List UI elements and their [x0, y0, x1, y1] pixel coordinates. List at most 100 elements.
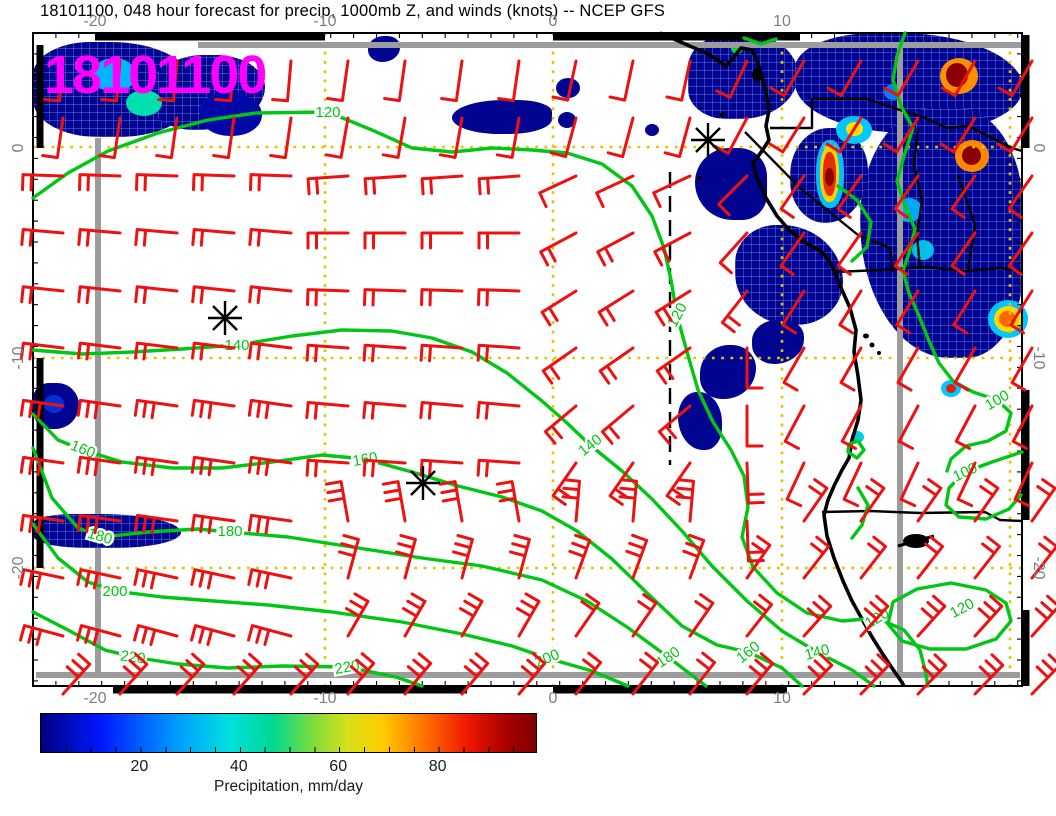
height-contour [836, 184, 873, 263]
wind-barb [781, 289, 806, 335]
wind-barb [305, 343, 350, 363]
contour-label: 200 [102, 583, 127, 600]
wind-barb [896, 346, 920, 392]
wind-barb [440, 59, 464, 103]
precip-blob [752, 320, 804, 364]
wind-barb [19, 398, 65, 420]
wind-barb [956, 461, 977, 508]
precip-blob [955, 140, 989, 172]
colorbar-tick-number: 40 [229, 758, 248, 775]
country-border [821, 509, 1023, 523]
wind-barb [720, 289, 749, 334]
wind-barb [175, 652, 206, 696]
colorbar-tick-number: 20 [130, 758, 149, 775]
island [719, 112, 725, 118]
station-marker [406, 466, 440, 500]
wind-barb [477, 288, 521, 307]
precip-blob [688, 34, 798, 119]
wind-barb [600, 404, 635, 445]
x-axis-label-top: 10 [773, 13, 791, 30]
wind-barb [305, 458, 350, 478]
wind-barb [134, 285, 179, 305]
precip-blob [731, 43, 743, 54]
wind-barb [476, 401, 521, 420]
height-contour [31, 446, 708, 688]
wind-barb [893, 174, 920, 219]
wind-barb [779, 174, 806, 219]
wind-barb [460, 652, 490, 696]
figure-title: 18101100, 048 hour forecast for precip, … [40, 2, 666, 20]
wind-barb [381, 480, 407, 523]
station-asterisk-arm [212, 305, 238, 331]
wind-barb [539, 231, 578, 267]
wind-barb [839, 346, 863, 392]
wind-barb [134, 228, 179, 247]
wind-barb [551, 461, 578, 506]
precip-blob [678, 392, 722, 450]
wind-barb [655, 346, 692, 385]
wind-barb [247, 568, 293, 590]
precip-blob [988, 300, 1028, 338]
wind-barb [715, 59, 749, 99]
wind-barb [953, 346, 977, 392]
wind-barb [21, 173, 65, 192]
wind-barb [713, 116, 749, 155]
country-border [744, 131, 895, 273]
wind-barb [363, 231, 407, 250]
wind-barb [838, 289, 863, 335]
wind-barb [77, 341, 122, 361]
wind-barb [653, 231, 692, 267]
contour-label: 180 [217, 523, 242, 540]
precip-blob [994, 306, 1022, 332]
wind-barb [595, 174, 635, 208]
wind-barb [950, 231, 977, 276]
wind-barb [652, 174, 692, 208]
precip-blob [695, 148, 767, 220]
contour-label: 160 [68, 437, 98, 462]
wind-barb [289, 652, 320, 696]
precip-blob [795, 33, 1023, 133]
wind-barb [895, 289, 920, 335]
wind-barb [403, 652, 433, 696]
wind-barb [420, 231, 464, 250]
height-contour [886, 581, 1013, 651]
wind-barb [675, 478, 695, 523]
wind-barb [802, 594, 833, 638]
station-asterisk-arm [212, 305, 238, 331]
station-marker [691, 123, 725, 157]
wind-barb [836, 231, 863, 276]
wind-barb [190, 398, 236, 420]
precip-blob [790, 128, 868, 223]
wind-barb [192, 173, 236, 192]
station-asterisk-arm [410, 470, 436, 496]
wind-barb [1010, 346, 1034, 392]
colorbar-caption: Precipitation, mm/day [213, 778, 364, 795]
wind-barb [950, 174, 977, 219]
island [752, 68, 762, 82]
wind-barb [249, 173, 293, 192]
wind-barb [134, 341, 179, 361]
wind-barb [826, 59, 863, 98]
wind-barb [625, 533, 649, 580]
precip-blob [946, 384, 956, 393]
wind-barb [191, 228, 236, 247]
contour-label: 180 [85, 525, 114, 548]
wind-barb [395, 534, 417, 580]
wind-barb [135, 173, 179, 192]
wind-barb [326, 59, 350, 103]
wind-barb [477, 174, 521, 196]
wind-barb [973, 653, 1005, 696]
island [903, 534, 929, 548]
height-contour [31, 610, 424, 688]
contour-label: 140 [224, 337, 249, 354]
wind-barb [769, 59, 806, 98]
wind-barb [338, 534, 360, 580]
wind-barb [247, 455, 293, 477]
wind-barb [663, 116, 692, 159]
wind-barb [438, 480, 464, 523]
wind-barb [543, 404, 578, 445]
wind-barb [745, 346, 764, 390]
wind-barb [118, 652, 149, 696]
wind-barb [1030, 478, 1056, 523]
